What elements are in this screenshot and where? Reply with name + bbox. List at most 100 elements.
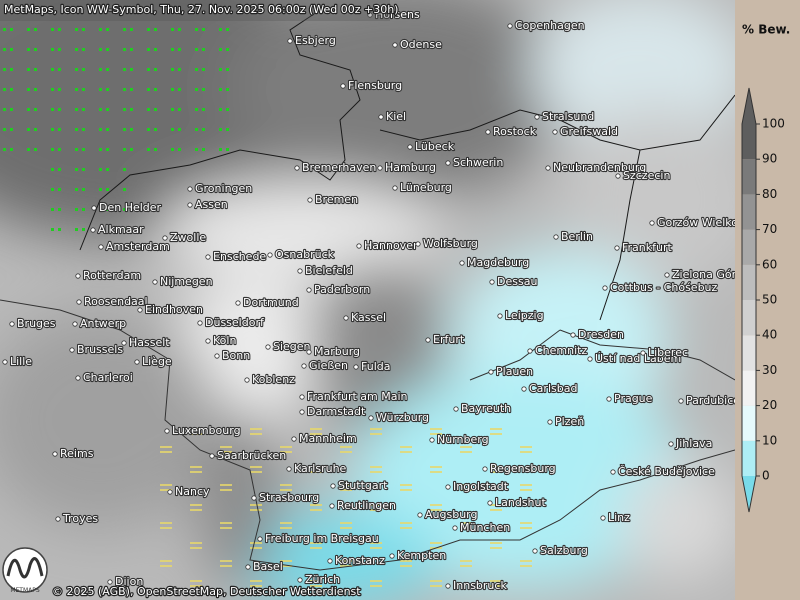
city-dot bbox=[329, 503, 335, 509]
city-dot bbox=[9, 321, 15, 327]
city-label: Bonn bbox=[222, 349, 250, 362]
city-dot bbox=[244, 377, 250, 383]
city-label: Reims bbox=[60, 447, 94, 460]
city-label: Zielona Góra bbox=[672, 268, 743, 281]
city-dot bbox=[72, 321, 78, 327]
city-dot bbox=[487, 500, 493, 506]
city-label: Hannover bbox=[364, 239, 418, 252]
city-label: Karlsruhe bbox=[294, 462, 347, 475]
city-dot bbox=[482, 466, 488, 472]
city-label: Bremen bbox=[315, 193, 358, 206]
city-dot bbox=[167, 489, 173, 495]
city-dot bbox=[415, 241, 421, 247]
city-label: Bielefeld bbox=[305, 264, 353, 277]
city-dot bbox=[649, 220, 655, 226]
city-label: Charleroi bbox=[83, 371, 133, 384]
city-dot bbox=[521, 386, 527, 392]
city-dot bbox=[552, 129, 558, 135]
city-label: Rostock bbox=[493, 125, 537, 138]
colorbar-tick-label: 30 bbox=[762, 363, 777, 377]
city-dot bbox=[368, 415, 374, 421]
city-label: Mannheim bbox=[299, 432, 357, 445]
city-label: Dresden bbox=[578, 328, 624, 341]
city-label: Reutlingen bbox=[337, 499, 396, 512]
city-dot bbox=[640, 350, 646, 356]
city-label: Regensburg bbox=[490, 462, 556, 475]
city-dot bbox=[389, 553, 395, 559]
city-label: Brussels bbox=[77, 343, 123, 356]
city-label: Kiel bbox=[386, 110, 406, 123]
colorbar-tick-label: 80 bbox=[762, 187, 777, 201]
city-dot bbox=[340, 83, 346, 89]
city-dot bbox=[600, 515, 606, 521]
logo-text: METMAPS bbox=[10, 587, 40, 594]
city-label: Roosendaal bbox=[84, 295, 148, 308]
legend-title: % Bew. bbox=[742, 23, 790, 37]
city-dot bbox=[306, 349, 312, 355]
city-label: Bayreuth bbox=[461, 402, 511, 415]
city-label: Chemnitz bbox=[535, 344, 587, 357]
city-label: Düsseldorf bbox=[205, 316, 265, 329]
city-label: Wolfsburg bbox=[423, 237, 478, 250]
city-label: Köln bbox=[213, 334, 236, 347]
city-label: Copenhagen bbox=[515, 19, 585, 32]
city-dot bbox=[267, 252, 273, 258]
city-dot bbox=[668, 441, 674, 447]
city-dot bbox=[392, 185, 398, 191]
city-dot bbox=[545, 165, 551, 171]
city-dot bbox=[606, 396, 612, 402]
city-label: Esbjerg bbox=[295, 34, 336, 47]
city-label: Amsterdam bbox=[106, 240, 170, 253]
colorbar-tick-label: 0 bbox=[762, 469, 770, 483]
city-dot bbox=[299, 409, 305, 415]
city-label: Plauen bbox=[496, 365, 533, 378]
city-dot bbox=[497, 313, 503, 319]
city-label: Odense bbox=[400, 38, 442, 51]
logo: METMAPS bbox=[2, 547, 48, 594]
city-dot bbox=[445, 583, 451, 589]
colorbar-segment bbox=[742, 300, 756, 336]
city-dot bbox=[392, 42, 398, 48]
city-label: Den Helder bbox=[99, 201, 162, 214]
city-label: Dessau bbox=[497, 275, 537, 288]
city-label: Hamburg bbox=[385, 161, 436, 174]
city-dot bbox=[205, 338, 211, 344]
colorbar-tick-label: 50 bbox=[762, 293, 777, 307]
city-dot bbox=[214, 353, 220, 359]
city-dot bbox=[353, 364, 359, 370]
city-dot bbox=[378, 114, 384, 120]
city-label: Ingolstadt bbox=[453, 480, 509, 493]
city-dot bbox=[197, 320, 203, 326]
city-dot bbox=[330, 483, 336, 489]
city-label: Lüneburg bbox=[400, 181, 452, 194]
city-label: Zürich bbox=[305, 573, 340, 586]
city-dot bbox=[453, 406, 459, 412]
city-label: Carlsbad bbox=[529, 382, 577, 395]
city-label: Alkmaar bbox=[98, 223, 144, 236]
city-label: Koblenz bbox=[252, 373, 295, 386]
city-label: Hasselt bbox=[129, 336, 170, 349]
city-label: Magdeburg bbox=[467, 256, 529, 269]
city-label: Stuttgart bbox=[338, 479, 388, 492]
colorbar-segment bbox=[742, 229, 756, 265]
cloud-field bbox=[0, 0, 735, 600]
city-dot bbox=[407, 144, 413, 150]
colorbar-segment bbox=[742, 335, 756, 371]
city-label: Pardubice bbox=[686, 394, 740, 407]
city-label: Cottbus - Chóśebuz bbox=[610, 281, 718, 294]
copyright: © 2025 (AGB), OpenStreetMap, Deutscher W… bbox=[52, 585, 361, 598]
title-bg bbox=[0, 0, 390, 21]
city-dot bbox=[291, 436, 297, 442]
city-label: Lübeck bbox=[415, 140, 455, 153]
city-dot bbox=[299, 394, 305, 400]
city-label: Würzburg bbox=[376, 411, 429, 424]
colorbar-segment bbox=[742, 194, 756, 230]
colorbar-arrow-top bbox=[742, 88, 756, 124]
city-label: Ústí nad Labem bbox=[595, 352, 681, 365]
city-dot bbox=[121, 340, 127, 346]
colorbar-arrow-bottom bbox=[742, 476, 756, 512]
colorbar-segment bbox=[742, 370, 756, 406]
colorbar-tick-label: 60 bbox=[762, 257, 777, 271]
city-dot bbox=[90, 227, 96, 233]
colorbar-tick-label: 90 bbox=[762, 152, 777, 166]
